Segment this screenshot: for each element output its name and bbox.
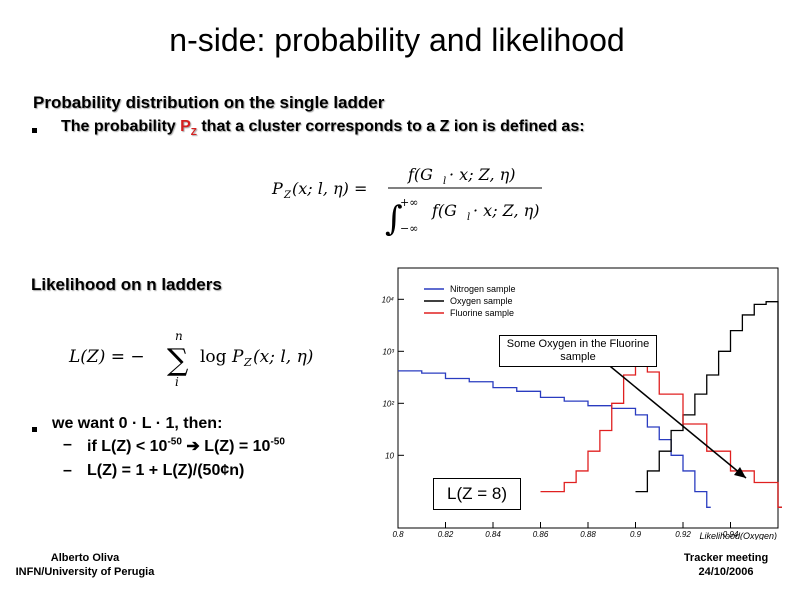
bullet-icon bbox=[32, 427, 37, 432]
section-heading-likelihood: Likelihood on n ladders bbox=[31, 275, 222, 294]
sub-item-threshold: – if L(Z) < 10-50 ➔ L(Z) = 10-50 bbox=[63, 436, 285, 455]
x-tick-label: 0.9 bbox=[630, 530, 642, 539]
svg-text:−∞: −∞ bbox=[400, 222, 418, 235]
arrow-head-icon bbox=[734, 467, 746, 478]
author-info: Alberto Oliva INFN/University of Perugia bbox=[10, 551, 160, 579]
x-tick-label: 0.92 bbox=[675, 530, 691, 539]
series-line-1 bbox=[635, 301, 782, 508]
author-affiliation: INFN/University of Perugia bbox=[15, 566, 155, 578]
pz-symbol: PZ bbox=[180, 118, 197, 139]
y-tick-label: 10³ bbox=[382, 347, 394, 356]
y-tick-label: 10² bbox=[382, 399, 394, 408]
svg-text:Z: Z bbox=[243, 356, 252, 369]
legend-label: Nitrogen sample bbox=[450, 284, 516, 294]
svg-text:n: n bbox=[175, 329, 183, 343]
svg-text:L(Z) = −: L(Z) = − bbox=[68, 347, 145, 367]
svg-text:· x; Z, η): · x; Z, η) bbox=[449, 165, 516, 184]
x-tick-label: 0.8 bbox=[392, 530, 404, 539]
svg-text:+∞: +∞ bbox=[400, 196, 418, 209]
x-tick-label: 0.86 bbox=[533, 530, 549, 539]
oxygen-likelihood-label: L(Z = 8) bbox=[433, 478, 521, 510]
svg-text:l: l bbox=[443, 176, 446, 187]
x-tick-label: 0.84 bbox=[485, 530, 501, 539]
svg-text:(x; l, η) =: (x; l, η) = bbox=[292, 179, 367, 198]
svg-text:P: P bbox=[231, 347, 244, 367]
y-tick-label: 10 bbox=[385, 451, 394, 460]
chart-legend: Nitrogen sample Oxygen sample Fluorine sam… bbox=[424, 284, 516, 318]
svg-text:(x; l, η): (x; l, η) bbox=[253, 347, 313, 367]
svg-text:P: P bbox=[271, 179, 283, 198]
series-line-0 bbox=[398, 370, 711, 508]
bullet-text-suffix: that a cluster corresponds to a Z ion is… bbox=[196, 118, 585, 135]
x-tick-label: 0.82 bbox=[438, 530, 454, 539]
likelihood-formula: L(Z) = − n ∑ i log P Z (x; l, η) bbox=[68, 329, 313, 388]
bullet-text-prefix: The probability bbox=[61, 118, 181, 135]
svg-text:l: l bbox=[467, 212, 470, 223]
section-heading-probability: Probability distribution on the single l… bbox=[33, 93, 385, 112]
bullet-probability-definition: The probability PZ that a cluster corres… bbox=[61, 118, 585, 138]
bullet-icon bbox=[32, 128, 37, 133]
meeting-name: Tracker meeting bbox=[683, 552, 769, 564]
slide-title: n-side: probability and likelihood bbox=[169, 22, 625, 58]
y-tick-label: 10⁴ bbox=[382, 295, 395, 304]
svg-text:Z: Z bbox=[283, 190, 292, 201]
x-tick-label: 0.94 bbox=[723, 530, 739, 539]
svg-text:log: log bbox=[200, 347, 227, 367]
callout-oxygen-in-fluorine: Some Oxygen in the Fluorine sample bbox=[499, 335, 657, 367]
svg-text:f(G: f(G bbox=[431, 201, 457, 220]
meeting-info: Tracker meeting 24/10/2006 bbox=[656, 551, 794, 579]
svg-text:∑: ∑ bbox=[167, 343, 189, 378]
probability-formula: P Z (x; l, η) = f(G l · x; Z, η) ∫ +∞ −∞… bbox=[271, 165, 542, 236]
annotation-pointer-line bbox=[593, 352, 747, 479]
svg-text:∫: ∫ bbox=[385, 199, 403, 236]
author-name: Alberto Oliva bbox=[50, 552, 120, 564]
bullet-likelihood-range: we want 0 · L · 1, then: bbox=[52, 415, 223, 432]
svg-text:· x; Z, η): · x; Z, η) bbox=[473, 201, 540, 220]
legend-label: Oxygen sample bbox=[450, 296, 513, 306]
x-axis-label: Likelihood(Oxygen) bbox=[699, 531, 777, 540]
legend-label: Fluorine sample bbox=[450, 308, 514, 318]
meeting-date: 24/10/2006 bbox=[698, 566, 754, 578]
svg-text:f(G: f(G bbox=[407, 165, 433, 184]
svg-text:i: i bbox=[175, 375, 179, 388]
sub-item-normalization: – L(Z) = 1 + L(Z)/(50¢n) bbox=[63, 462, 245, 479]
x-tick-label: 0.88 bbox=[580, 530, 596, 539]
